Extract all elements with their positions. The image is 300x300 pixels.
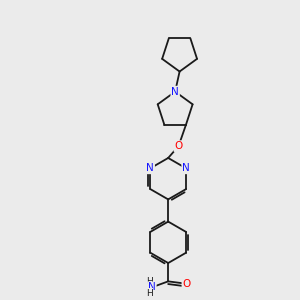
Text: N: N [148, 282, 156, 292]
Text: H: H [146, 289, 153, 298]
Text: O: O [182, 279, 191, 289]
Text: N: N [171, 87, 179, 97]
Text: H: H [146, 278, 153, 286]
Text: N: N [146, 163, 154, 173]
Text: N: N [182, 163, 190, 173]
Text: O: O [174, 141, 183, 151]
